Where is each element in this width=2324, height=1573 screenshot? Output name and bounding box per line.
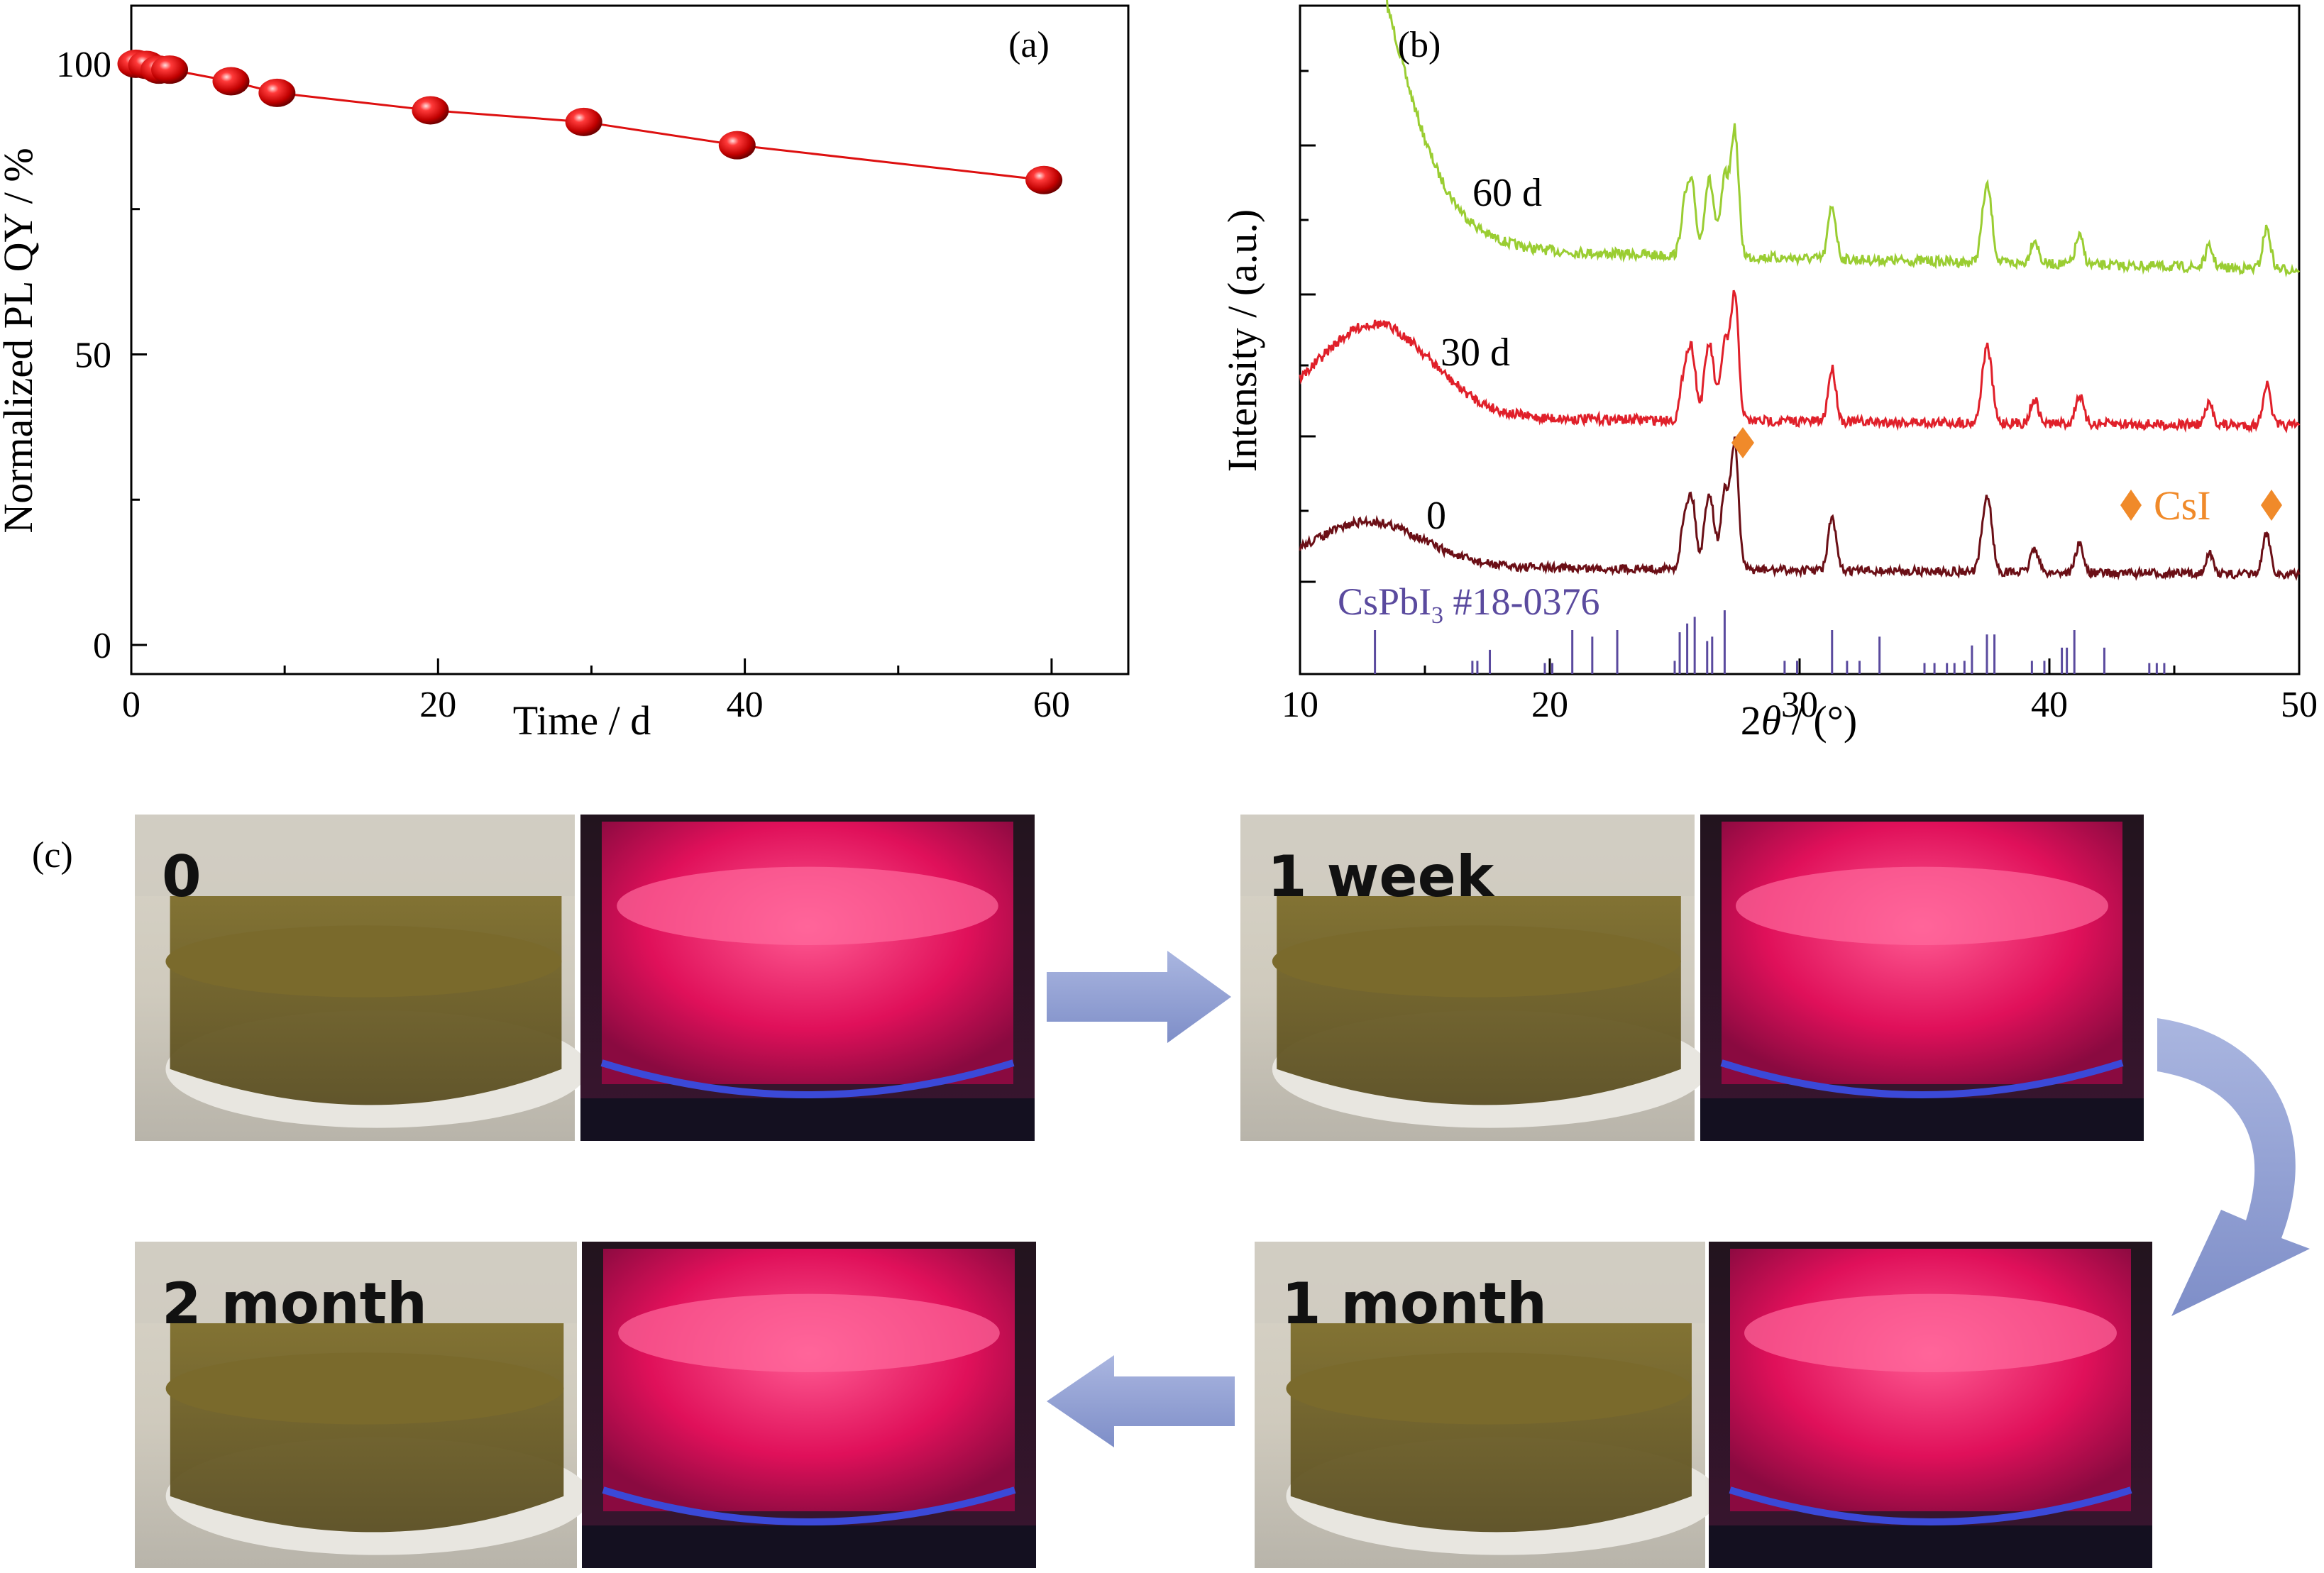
powder-top (1286, 1352, 1692, 1425)
vial-upper (1240, 815, 1695, 896)
fluorescence-glow (1722, 822, 2122, 1084)
vial-rim-blue (602, 1486, 1016, 1525)
vial-upper (135, 815, 575, 896)
photo-grid: 0 1 week 1 month 2 month (135, 815, 2152, 1568)
x-tick-label: 20 (1531, 685, 1568, 725)
xrd-series-line (1299, 436, 2301, 581)
fluorescence-glow (602, 822, 1013, 1084)
x-tick-label: 0 (122, 685, 141, 725)
x-tick-label: 50 (2281, 685, 2318, 725)
vial-rim-blue (600, 1059, 1015, 1098)
reference-label: CsPbI3 #18-0376 (1338, 580, 1600, 629)
y-tick-label: 100 (56, 45, 111, 85)
series-label-60d: 60 d (1472, 171, 1542, 215)
x-tick-label: 60 (1033, 685, 1070, 725)
xrd-series-line (1299, 289, 2301, 434)
data-point (565, 107, 602, 136)
photo-caption: 2 month (162, 1271, 427, 1337)
panel-c: (c) 0 1 week 1 month 2 month (32, 815, 2310, 1568)
x-tick-label: 30 (1781, 685, 1818, 725)
csi-legend-label: CsI (2154, 482, 2211, 529)
panel-b-x-axis-label: 2θ / (°) (1741, 697, 1857, 744)
panel-b-y-axis-label: Intensity / (a.u.) (1219, 209, 1265, 472)
vial-upper (1255, 1242, 1705, 1323)
photo-pair: 1 week (1240, 815, 2144, 1141)
fluorescence-glow (1730, 1249, 2131, 1511)
curved-arrow-down-icon (2157, 1018, 2310, 1316)
glow-highlight (618, 1293, 1000, 1373)
panel-b-tick-labels: 10 20 30 40 50 (1282, 685, 2318, 725)
panel-a-y-axis-label: Normalized PL QY / % (0, 148, 41, 533)
fluorescence-bottom (1700, 1098, 2144, 1141)
fluorescence-bottom (580, 1098, 1035, 1141)
panel-b-label: (b) (1398, 25, 1441, 65)
xrd-series-line (1386, 0, 2301, 278)
y-tick-label: 50 (75, 335, 111, 375)
panel-b-series (1299, 0, 2301, 581)
glow-highlight (1744, 1293, 2117, 1373)
panel-b: 10 20 30 40 50 (b) 60 d 30 d 0 CsPbI3 #18-03… (1219, 0, 2318, 744)
glow-highlight (1736, 866, 2108, 946)
vial-rim-blue (1720, 1059, 2124, 1098)
vial-upper (135, 1242, 577, 1323)
photo-pair: 0 (135, 815, 1035, 1141)
photo-caption: 0 (162, 844, 202, 910)
panel-a-ticks (130, 62, 1053, 674)
powder-top (165, 1352, 564, 1425)
photo-pair: 1 month (1255, 1242, 2152, 1568)
photo-caption: 1 month (1282, 1271, 1547, 1337)
photo-caption: 1 week (1267, 844, 1495, 910)
x-tick-label: 40 (2031, 685, 2068, 725)
panel-a-points (117, 49, 1063, 194)
powder-top (1272, 925, 1681, 998)
series-label-0: 0 (1426, 494, 1446, 538)
panel-a: 0 20 40 60 0 50 100 (a) Time / d Normalized PL… (0, 4, 1130, 744)
panel-a-frame (130, 4, 1130, 675)
panel-b-ticks (1299, 70, 2301, 674)
fluorescence-bottom (1709, 1525, 2152, 1568)
x-tick-label: 20 (419, 685, 456, 725)
csi-legend-marker (2120, 490, 2142, 521)
photo-pair: 2 month (135, 1242, 1036, 1568)
csi-marker-right (2261, 490, 2282, 521)
arrow-right-icon (1047, 951, 1231, 1043)
panel-b-reference-lines (1374, 610, 2166, 674)
arrow-left-icon (1047, 1355, 1235, 1447)
fluorescence-bottom (582, 1525, 1036, 1568)
panel-c-label: (c) (32, 835, 73, 876)
x-tick-label: 10 (1282, 685, 1318, 725)
panel-a-tick-labels: 0 20 40 60 0 50 100 (56, 45, 1070, 725)
data-point (212, 67, 250, 96)
vial-rim-blue (1729, 1486, 2132, 1525)
powder-top (165, 925, 562, 998)
y-tick-label: 0 (93, 626, 111, 666)
fluorescence-glow (603, 1249, 1015, 1511)
csi-marker-main (1731, 427, 1754, 458)
panel-a-label: (a) (1008, 25, 1050, 65)
panel-a-x-axis-label: Time / d (513, 697, 651, 744)
data-point (412, 96, 449, 125)
series-label-30d: 30 d (1441, 331, 1510, 375)
data-point (1025, 165, 1063, 194)
data-point (258, 78, 296, 107)
data-point (151, 55, 189, 84)
glow-highlight (617, 866, 998, 946)
x-tick-label: 40 (727, 685, 764, 725)
data-point (718, 131, 756, 160)
